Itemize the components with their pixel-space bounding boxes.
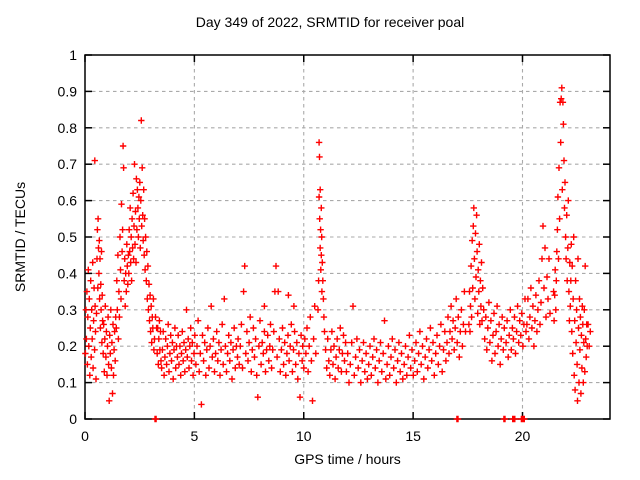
x-tick-label: 0 bbox=[81, 428, 89, 444]
x-tick-label: 5 bbox=[190, 428, 198, 444]
x-tick-label: 20 bbox=[515, 428, 531, 444]
y-tick-label: 0.6 bbox=[58, 193, 78, 209]
y-tick-label: 0.7 bbox=[58, 156, 78, 172]
y-tick-label: 1 bbox=[69, 47, 77, 63]
x-tick-label: 10 bbox=[296, 428, 312, 444]
x-axis-label: GPS time / hours bbox=[294, 451, 401, 467]
y-tick-label: 0.3 bbox=[58, 302, 78, 318]
data-points bbox=[82, 84, 594, 423]
y-tick-label: 0.2 bbox=[58, 338, 78, 354]
x-tick-label: 15 bbox=[405, 428, 421, 444]
y-tick-label: 0.1 bbox=[58, 375, 78, 391]
y-tick-label: 0.4 bbox=[58, 265, 78, 281]
y-tick-label: 0 bbox=[69, 411, 77, 427]
y-tick-label: 0.9 bbox=[58, 83, 78, 99]
chart-title: Day 349 of 2022, SRMTID for receiver poa… bbox=[195, 14, 465, 30]
y-tick-label: 0.8 bbox=[58, 120, 78, 136]
y-tick-label: 0.5 bbox=[58, 229, 78, 245]
